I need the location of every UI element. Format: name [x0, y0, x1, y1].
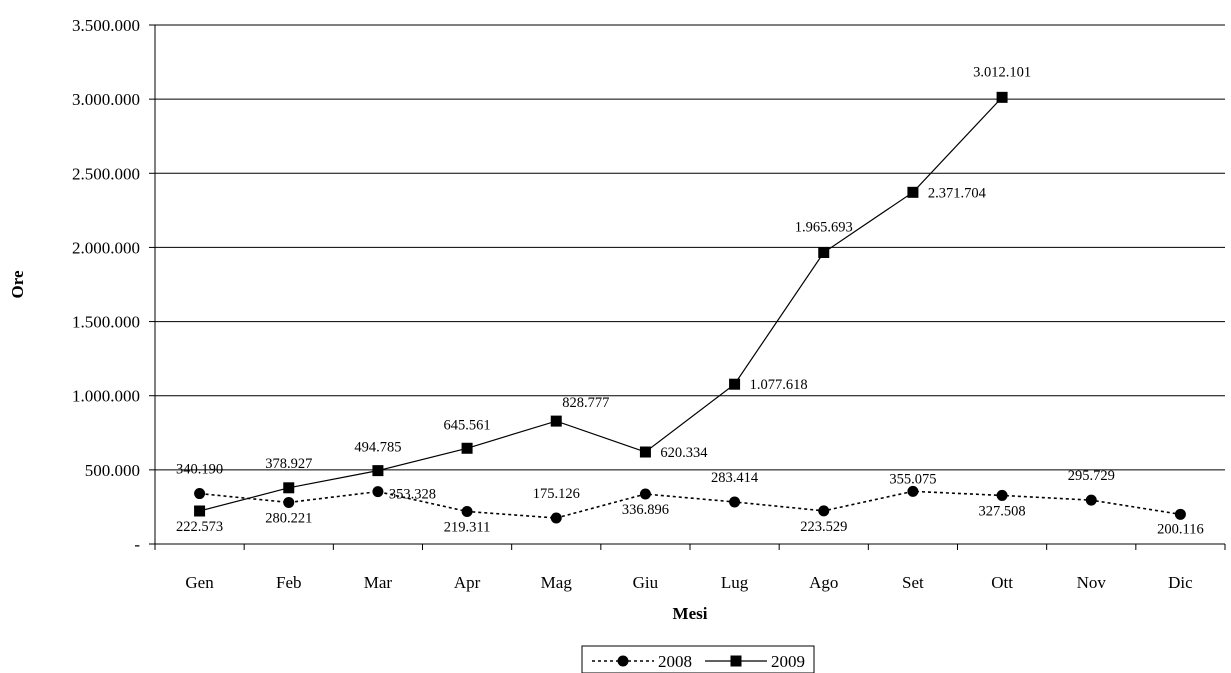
- x-tick-label: Ott: [991, 573, 1013, 592]
- y-axis-title: Ore: [8, 270, 27, 298]
- marker-2008: [639, 488, 651, 500]
- y-tick-label: 2.000.000: [72, 238, 140, 257]
- x-tick-label: Mag: [541, 573, 573, 592]
- x-tick-label: Lug: [721, 573, 749, 592]
- data-label-2008: 280.221: [265, 510, 312, 526]
- marker-2008: [372, 486, 384, 498]
- x-tick-label: Mar: [364, 573, 393, 592]
- legend-marker-2008: [617, 655, 629, 667]
- data-label-2009: 645.561: [444, 417, 491, 433]
- data-label-2009: 222.573: [176, 519, 223, 535]
- marker-2008: [907, 485, 919, 497]
- marker-2008: [461, 505, 473, 517]
- data-label-2008: 336.896: [622, 502, 669, 518]
- data-label-2008: 355.075: [889, 471, 936, 487]
- data-label-2008: 295.729: [1068, 468, 1115, 484]
- data-label-2008: 327.508: [979, 503, 1026, 519]
- marker-2009: [283, 482, 295, 494]
- data-label-2008: 200.116: [1157, 521, 1204, 537]
- data-label-2009: 3.012.101: [973, 64, 1031, 80]
- x-tick-label: Set: [902, 573, 924, 592]
- gridlines: [155, 24, 1225, 471]
- marker-2009: [729, 378, 741, 390]
- y-tick-label: 500.000: [85, 461, 140, 480]
- marker-2009: [639, 446, 651, 458]
- x-tick-label: Nov: [1077, 573, 1107, 592]
- x-tick-label: Gen: [185, 573, 214, 592]
- marker-2009: [372, 465, 384, 477]
- y-tick-label: 3.000.000: [72, 90, 140, 109]
- data-label-2009: 378.927: [265, 456, 312, 472]
- x-tick-label: Giu: [633, 573, 659, 592]
- data-label-2008: 219.311: [444, 519, 491, 535]
- x-tick-label: Ago: [809, 573, 838, 592]
- y-tick-label: 2.500.000: [72, 164, 140, 183]
- y-tick-label: -: [134, 535, 140, 554]
- data-label-2008: 353.328: [389, 487, 436, 503]
- data-label-2009: 2.371.704: [928, 185, 987, 201]
- x-tick-label: Apr: [454, 573, 481, 592]
- series-layer: [194, 91, 1186, 524]
- marker-2008: [550, 512, 562, 524]
- x-tick-labels: Gen Feb Mar Apr Mag Giu Lug Ago Set Ott Nov Dic: [185, 573, 1193, 592]
- legend-box: [581, 645, 815, 673]
- x-tick-label: Dic: [1168, 573, 1193, 592]
- y-tick-labels: - 500.000 1.000.000 1.500.000 2.000.000 2.500…: [72, 16, 140, 554]
- data-label-2009: 828.777: [562, 395, 609, 411]
- marker-2008: [1174, 508, 1186, 520]
- legend-label-2009: 2009: [771, 652, 805, 671]
- series-line-2008: [199, 490, 1181, 519]
- y-tick-label: 3.500.000: [72, 16, 140, 35]
- axes: [149, 24, 1226, 550]
- y-tick-label: 1.000.000: [72, 387, 140, 406]
- marker-2008: [283, 496, 295, 508]
- data-label-2008: 175.126: [533, 486, 580, 502]
- series-line-2009: [199, 96, 1003, 512]
- data-label-2009: 494.785: [354, 440, 401, 456]
- data-labels: 340.190 280.221 353.328 219.311 175.126 336.8…: [176, 64, 1204, 537]
- x-axis-title: Mesi: [673, 604, 708, 623]
- marker-2009: [996, 91, 1008, 103]
- x-tick-label: Feb: [276, 573, 302, 592]
- legend-label-2008: 2008: [658, 652, 692, 671]
- marker-2008: [194, 488, 206, 500]
- data-label-2008: 283.414: [711, 470, 759, 486]
- marker-2009: [461, 442, 473, 454]
- marker-2008: [996, 489, 1008, 501]
- data-label-2008: 223.529: [800, 519, 847, 535]
- data-label-2009: 1.077.618: [750, 377, 808, 393]
- data-label-2009: 1.965.693: [795, 220, 853, 236]
- marker-2009: [550, 415, 562, 427]
- data-label-2009: 620.334: [660, 445, 708, 461]
- marker-2008: [1085, 494, 1097, 506]
- marker-2009: [194, 505, 206, 517]
- legend: 2008 2009: [581, 645, 815, 673]
- marker-2009: [818, 247, 830, 259]
- marker-2008: [729, 496, 741, 508]
- marker-2009: [907, 186, 919, 198]
- data-label-2008: 340.190: [176, 462, 223, 478]
- marker-2008: [818, 505, 830, 517]
- legend-marker-2009: [730, 655, 742, 667]
- y-tick-label: 1.500.000: [72, 313, 140, 332]
